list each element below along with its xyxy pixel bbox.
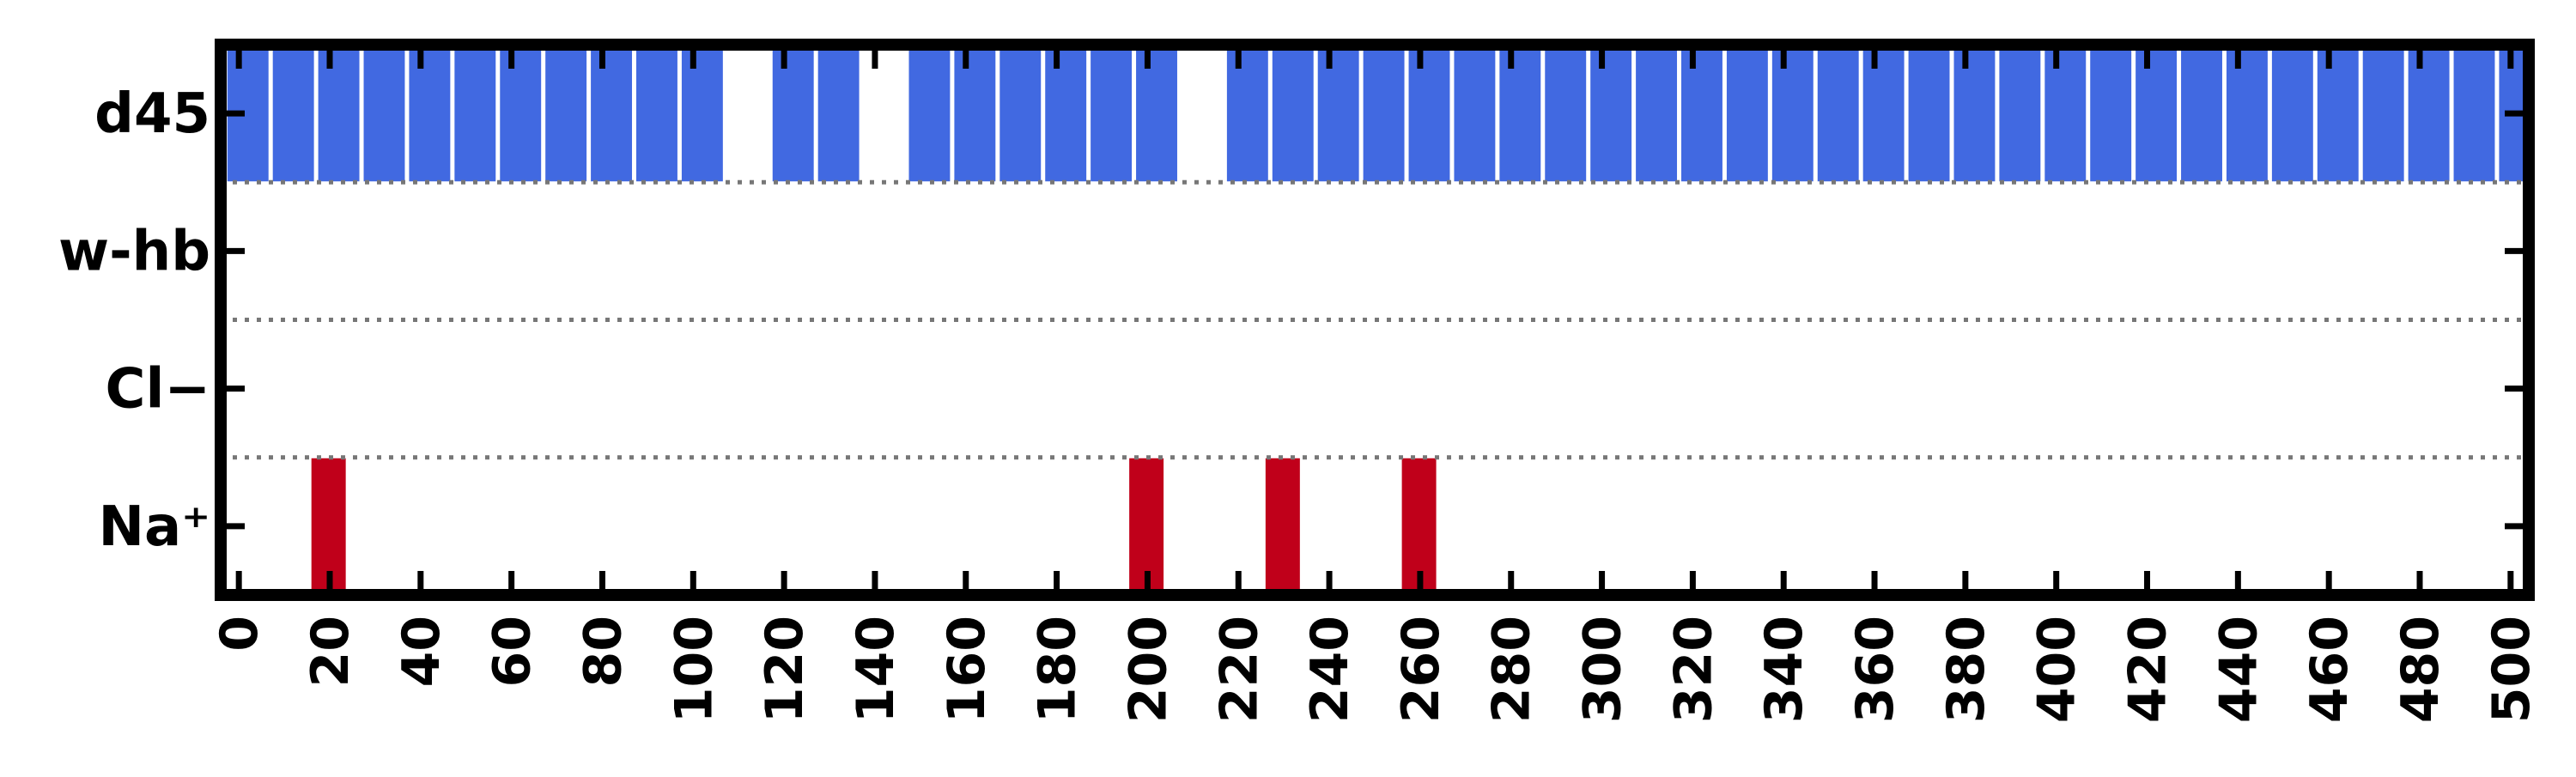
bar-d45-39: [2136, 46, 2178, 182]
bar-d45-36: [1999, 46, 2041, 182]
bar-d45-25: [1499, 46, 1541, 182]
x-tick-label: 60: [483, 616, 543, 688]
x-tick-label: 100: [664, 616, 724, 723]
bar-d45-24: [1454, 46, 1496, 182]
x-tick-label: 160: [937, 616, 997, 723]
bar-d45-33: [1862, 46, 1905, 182]
x-tick-label: 440: [2208, 616, 2269, 723]
bar-d45-7: [545, 46, 587, 182]
x-tick-label: 260: [1391, 616, 1451, 723]
bar-d45-21: [1317, 46, 1359, 182]
x-tick-label: 140: [846, 616, 906, 723]
bar-d45-9: [636, 46, 677, 182]
x-tick-label: 480: [2391, 616, 2451, 723]
bar-d45-27: [1590, 46, 1632, 182]
bar-d45-13: [908, 46, 951, 182]
x-tick-label: 280: [1482, 616, 1542, 723]
bar-d45-41: [2226, 46, 2268, 182]
bar-d45-15: [999, 46, 1042, 182]
x-tick-label: 120: [755, 616, 815, 723]
x-tick-label: 380: [1936, 616, 1996, 723]
bar-d45-12: [817, 46, 860, 182]
x-tick-label: 180: [1028, 616, 1088, 723]
bar-d45-43: [2317, 46, 2359, 182]
x-tick-label: 360: [1845, 616, 1905, 723]
bar-d45-46: [2453, 46, 2495, 182]
bar-d45-37: [2044, 46, 2087, 182]
bar-d45-45: [2408, 46, 2450, 182]
bar-d45-16: [1045, 46, 1087, 182]
bar-d45-30: [1726, 46, 1768, 182]
x-tick-label: 40: [392, 616, 452, 688]
y-tick-label-cl: Cl−: [105, 358, 210, 422]
x-tick-label: 240: [1300, 616, 1360, 723]
bar-d45-29: [1681, 46, 1722, 182]
bar-d45-18: [1136, 46, 1177, 182]
bar-d45-6: [500, 46, 542, 182]
x-tick-label: 300: [1573, 616, 1633, 723]
bar-d45-14: [954, 46, 996, 182]
x-tick-label: 220: [1209, 616, 1269, 723]
x-tick-label: 400: [2027, 616, 2087, 723]
bar-d45-17: [1091, 46, 1133, 182]
bar-d45-31: [1771, 46, 1814, 182]
y-tick-label-na: Na⁺: [98, 495, 210, 559]
bar-d45-40: [2181, 46, 2222, 182]
bars-layer: [227, 46, 2527, 594]
x-tick-label: 0: [210, 616, 270, 652]
axis-labels: d45 w-hb Cl− Na⁺ 0 20 40 60 80 100 120 140 160 180 200…: [58, 82, 2542, 723]
bar-d45-23: [1408, 46, 1450, 182]
bar-d45-4: [409, 46, 451, 182]
x-tick-label: 200: [1118, 616, 1178, 723]
bar-d45-11: [772, 46, 814, 182]
bar-d45-5: [454, 46, 496, 182]
bar-d45-34: [1908, 46, 1950, 182]
row-separators: [221, 179, 2529, 460]
bar-d45-28: [1636, 46, 1678, 182]
bar-d45-3: [363, 46, 405, 182]
bar-d45-10: [681, 46, 723, 182]
x-tick-label: 500: [2482, 616, 2542, 723]
bar-d45-42: [2271, 46, 2313, 182]
x-tick-label: 320: [1663, 616, 1723, 723]
plot-frame: [215, 39, 2535, 601]
x-tick-label: 20: [301, 616, 361, 688]
y-tick-label-d45: d45: [94, 82, 210, 146]
bar-d45-32: [1817, 46, 1859, 182]
bar-d45-26: [1545, 46, 1587, 182]
bar-d45-44: [2362, 46, 2404, 182]
x-tick-label: 80: [573, 616, 633, 688]
bar-d45-22: [1363, 46, 1405, 182]
bar-d45-20: [1272, 46, 1314, 182]
bar-d45-35: [1953, 46, 1996, 182]
bar-d45-1: [272, 46, 314, 182]
bar-d45-38: [2090, 46, 2132, 182]
x-tick-label: 460: [2300, 616, 2360, 723]
bar-na-2: [1265, 458, 1300, 594]
bar-d45-19: [1226, 46, 1268, 182]
x-tick-label: 340: [1754, 616, 1814, 723]
bar-d45-2: [318, 46, 360, 182]
x-tick-label: 420: [2118, 616, 2178, 723]
y-tick-label-w-hb: w-hb: [58, 220, 210, 283]
bar-d45-8: [591, 46, 633, 182]
